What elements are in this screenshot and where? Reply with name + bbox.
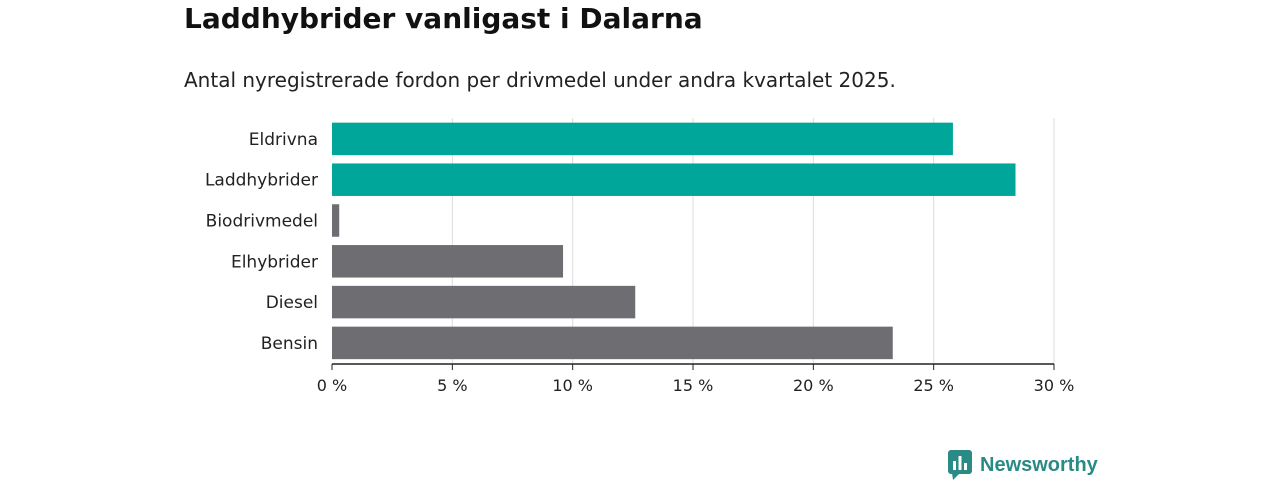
category-label: Laddhybrider bbox=[205, 171, 318, 191]
bars bbox=[332, 122, 1016, 360]
x-tick-label: 30 % bbox=[1034, 376, 1075, 395]
category-labels: Eldrivna Laddhybrider Biodrivmedel Elhybrid… bbox=[205, 130, 318, 354]
category-label: Bensin bbox=[261, 334, 318, 354]
newsworthy-logo-icon bbox=[948, 450, 972, 480]
chart-subtitle: Antal nyregistrerade fordon per drivmede… bbox=[184, 68, 896, 92]
category-label: Diesel bbox=[266, 293, 318, 313]
bar-bensin bbox=[332, 326, 893, 360]
x-tick-label: 15 % bbox=[673, 376, 714, 395]
chart-title: Laddhybrider vanligast i Dalarna bbox=[184, 2, 703, 35]
bar-chart: Eldrivna Laddhybrider Biodrivmedel Elhybrid… bbox=[205, 118, 1075, 395]
x-tick-label: 20 % bbox=[793, 376, 834, 395]
category-label: Elhybrider bbox=[231, 252, 318, 272]
x-tick-label: 25 % bbox=[913, 376, 954, 395]
x-tick-label: 10 % bbox=[552, 376, 593, 395]
bar-biodrivmedel bbox=[332, 204, 340, 237]
category-label: Eldrivna bbox=[249, 130, 318, 150]
brand-footer: Newsworthy bbox=[948, 450, 1098, 480]
category-label: Biodrivmedel bbox=[206, 212, 318, 232]
grid-lines bbox=[451, 118, 1055, 364]
x-tick-label: 0 % bbox=[317, 376, 347, 395]
bar-diesel bbox=[332, 285, 636, 319]
bar-laddhybrider bbox=[332, 163, 1016, 196]
bar-eldrivna bbox=[332, 122, 953, 156]
brand-name: Newsworthy bbox=[980, 453, 1098, 476]
bar-elhybrider bbox=[332, 245, 564, 278]
x-tick-label: 5 % bbox=[437, 376, 467, 395]
x-axis: 0 % 5 % 10 % 15 % 20 % 25 % 30 % bbox=[317, 363, 1075, 395]
